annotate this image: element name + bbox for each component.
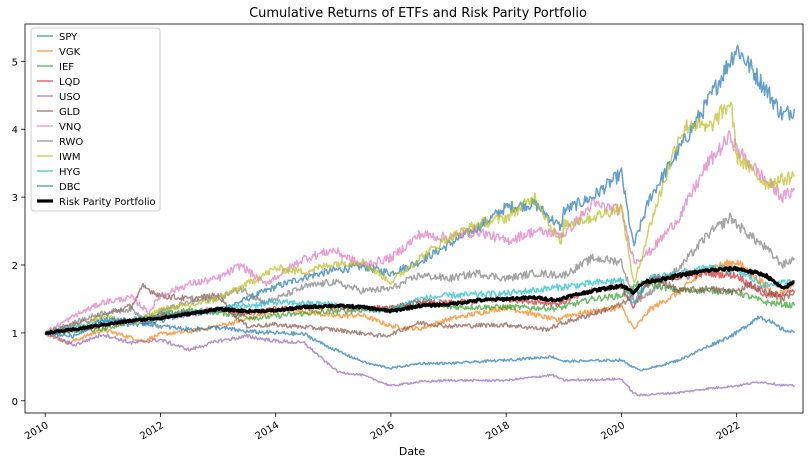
x-tick-label: 2020 <box>599 420 627 442</box>
plot-frame <box>24 23 804 414</box>
legend: SPY VGK IEF LQD USO GLD VNQ RWO IWM HYG DBC Risk Pa… <box>30 27 161 212</box>
legend-label: IEF <box>59 62 74 73</box>
series-line-uso <box>44 331 795 397</box>
legend-label: HYG <box>59 167 80 178</box>
legend-label: IWM <box>59 152 80 163</box>
x-tick-label: 2018 <box>484 420 512 442</box>
chart-title: Cumulative Returns of ETFs and Risk Pari… <box>249 6 587 21</box>
x-tick-label: 2014 <box>254 420 282 442</box>
legend-label: VNQ <box>59 122 81 133</box>
x-axis: 2010 2012 2014 2016 2018 2020 2022 <box>23 413 742 442</box>
y-tick-label: 3 <box>12 193 18 204</box>
x-tick-label: 2022 <box>715 420 743 442</box>
y-tick-label: 4 <box>12 125 18 136</box>
series-line-risk-parity-portfolio <box>44 265 796 335</box>
legend-label: Risk Parity Portfolio <box>59 197 156 208</box>
legend-label: RWO <box>59 137 83 148</box>
legend-label: DBC <box>59 182 80 193</box>
series-line-hyg <box>44 264 795 336</box>
legend-label: SPY <box>59 32 78 43</box>
x-axis-label: Date <box>399 445 426 458</box>
y-axis: 0 1 2 3 4 5 <box>12 57 25 408</box>
legend-label: LQD <box>59 77 80 88</box>
y-tick-label: 2 <box>12 261 18 272</box>
y-tick-label: 5 <box>12 57 18 68</box>
x-tick-label: 2016 <box>369 420 397 442</box>
legend-label: VGK <box>59 47 81 58</box>
legend-label: USO <box>59 92 81 103</box>
x-tick-label: 2012 <box>138 420 166 442</box>
legend-label: GLD <box>59 107 80 118</box>
legend-box <box>30 27 161 212</box>
series-layer <box>44 44 796 397</box>
series-line-vgk <box>44 259 796 346</box>
series-line-iwm <box>44 101 796 336</box>
series-line-dbc <box>44 315 796 372</box>
y-tick-label: 0 <box>12 397 18 408</box>
series-line-vnq <box>45 130 796 335</box>
y-tick-label: 1 <box>12 329 18 340</box>
series-line-gld <box>44 276 796 338</box>
x-tick-label: 2010 <box>23 420 51 442</box>
